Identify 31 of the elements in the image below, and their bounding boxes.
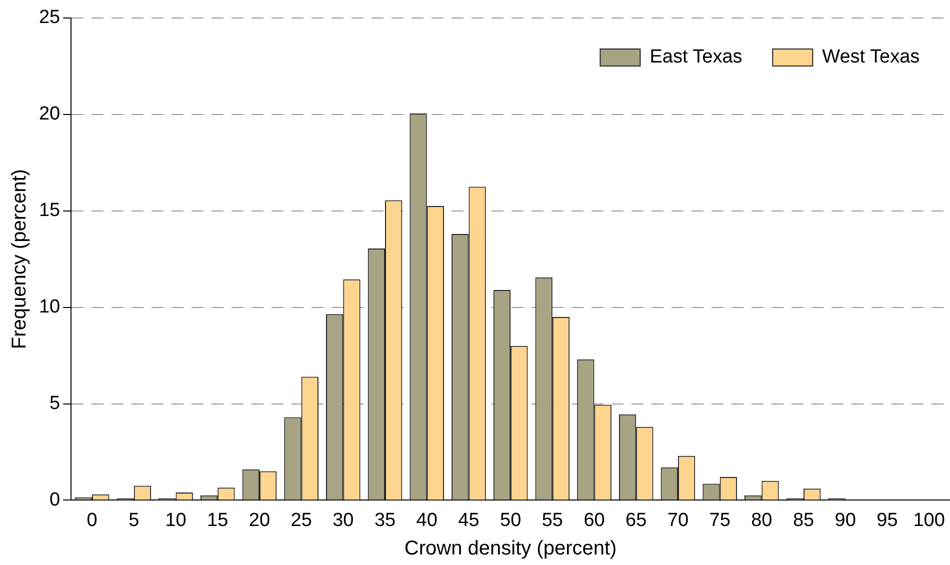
x-tick-label: 85 [792,510,814,531]
x-tick-label: 0 [86,510,98,531]
y-tick-label: 20 [38,104,60,125]
x-tick-label: 65 [626,510,647,531]
x-tick-label: 25 [290,510,312,531]
legend-label: West Texas [822,46,920,68]
x-tick-label: 10 [165,510,186,531]
x-tick-label: 15 [207,510,228,531]
x-tick-label: 50 [500,510,522,531]
x-tick-label: 70 [667,510,689,531]
legend-label: East Texas [650,46,742,68]
x-tick-label: 20 [248,510,270,531]
y-tick-label: 0 [50,489,60,510]
y-tick-label: 5 [50,392,60,414]
x-axis-title: Crown density (percent) [404,538,617,560]
x-tick-label: 80 [751,510,772,531]
y-tick-label: 25 [38,7,60,28]
x-tick-label: 40 [416,510,438,531]
x-tick-label: 90 [834,510,856,531]
y-axis-title: Frequency (percent) [8,169,31,350]
x-tick-label: 45 [458,510,480,531]
x-tick-label: 5 [128,510,140,531]
x-tick-label: 30 [332,510,354,531]
x-tick-label: 60 [584,510,605,531]
y-tick-label: 10 [38,296,60,318]
y-tick-label: 15 [38,200,60,222]
x-tick-label: 75 [709,510,730,531]
x-tick-label: 100 [913,510,945,531]
x-tick-label: 95 [876,510,898,531]
x-tick-label: 55 [542,510,563,531]
x-tick-label: 35 [374,510,396,531]
